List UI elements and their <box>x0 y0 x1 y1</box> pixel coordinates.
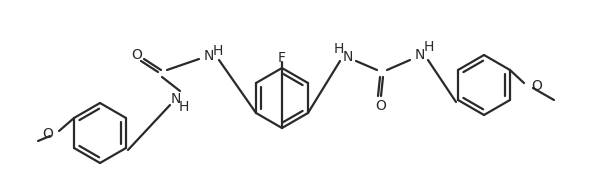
Text: N: N <box>343 50 353 64</box>
Text: F: F <box>278 51 286 65</box>
Text: O: O <box>42 127 53 141</box>
Text: H: H <box>179 100 189 114</box>
Text: H: H <box>213 44 223 58</box>
Text: O: O <box>375 99 387 113</box>
Text: O: O <box>531 79 542 93</box>
Text: N: N <box>204 49 214 63</box>
Text: O: O <box>131 48 143 62</box>
Text: N: N <box>415 48 425 62</box>
Text: H: H <box>334 42 344 56</box>
Text: H: H <box>424 40 434 54</box>
Text: N: N <box>171 92 181 106</box>
